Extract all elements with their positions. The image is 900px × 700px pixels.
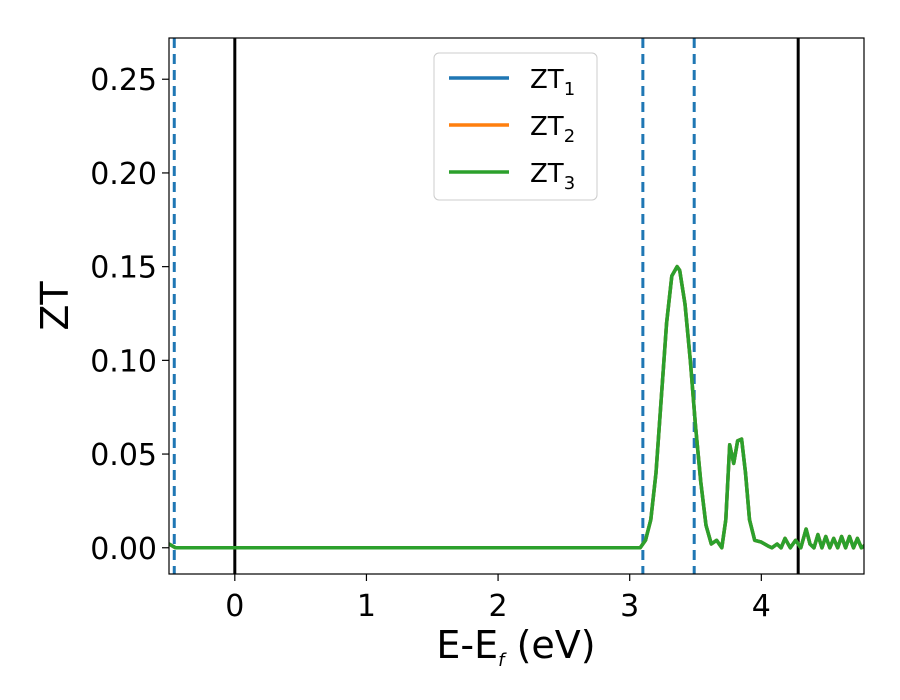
y-tick-label: 0.00 <box>90 532 157 567</box>
x-axis-ticks: 0 1 2 3 4 <box>225 574 771 624</box>
legend: ZT1 ZT2 ZT3 <box>433 52 598 201</box>
x-axis-title: E-Ef (eV) <box>436 623 595 671</box>
x-tick-label: 1 <box>357 589 376 624</box>
reference-lines <box>172 38 800 574</box>
x-tick-label: 0 <box>225 589 244 624</box>
x-tick-label: 4 <box>752 589 771 624</box>
y-tick-label: 0.20 <box>90 157 157 192</box>
y-tick-label: 0.10 <box>90 344 157 379</box>
series-line-zt3 <box>169 264 864 550</box>
series-line-zt1 <box>169 264 864 550</box>
series-lines <box>169 264 864 550</box>
series-line-zt2 <box>169 264 864 550</box>
y-axis-ticks: 0.00 0.05 0.10 0.15 0.20 0.25 <box>90 63 169 567</box>
legend-box <box>433 52 598 201</box>
y-tick-label: 0.15 <box>90 251 157 286</box>
x-tick-label: 2 <box>489 589 508 624</box>
legend-label-zt3: ZT3 <box>530 159 575 194</box>
y-tick-label: 0.05 <box>90 438 157 473</box>
legend-label-zt1: ZT1 <box>530 65 575 100</box>
y-axis-title: ZT <box>33 281 77 331</box>
y-tick-label: 0.25 <box>90 63 157 98</box>
legend-label-zt2: ZT2 <box>530 112 575 147</box>
x-tick-label: 3 <box>620 589 639 624</box>
plot-area-frame <box>168 37 865 575</box>
